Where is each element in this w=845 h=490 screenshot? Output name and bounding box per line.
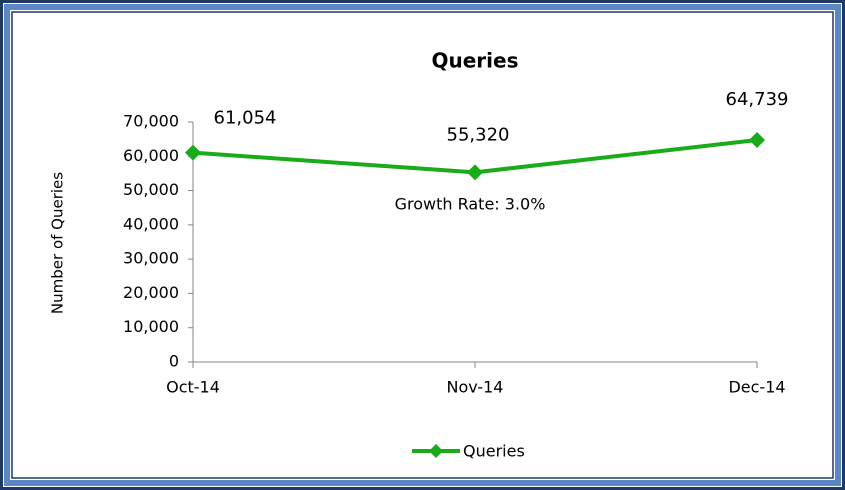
x-tick-label: Dec-14: [728, 378, 785, 397]
frame-border: [4, 4, 841, 486]
y-tick-label: 70,000: [123, 112, 179, 131]
data-label: 61,054: [214, 108, 277, 129]
point: [749, 132, 765, 149]
data-label: 64,739: [726, 89, 789, 110]
y-axis-label: Number of Queries: [49, 172, 67, 314]
legend-marker: [429, 444, 443, 458]
point: [185, 144, 201, 161]
y-tick-label: 60,000: [123, 146, 179, 165]
chart-title: Queries: [432, 49, 519, 73]
y-tick-label: 0: [169, 352, 179, 371]
y-tick-label: 10,000: [123, 317, 179, 336]
y-tick-label: 40,000: [123, 214, 179, 233]
y-tick-label: 50,000: [123, 180, 179, 199]
data-label: 55,320: [447, 124, 510, 145]
annotation: Growth Rate: 3.0%: [395, 195, 546, 214]
y-tick-label: 30,000: [123, 249, 179, 268]
y-tick-label: 20,000: [123, 283, 179, 302]
x-tick-label: Oct-14: [166, 378, 220, 397]
x-tick-label: Nov-14: [447, 378, 504, 397]
legend-label: Queries: [463, 442, 525, 461]
point: [467, 164, 483, 181]
inner-border: [11, 11, 834, 479]
